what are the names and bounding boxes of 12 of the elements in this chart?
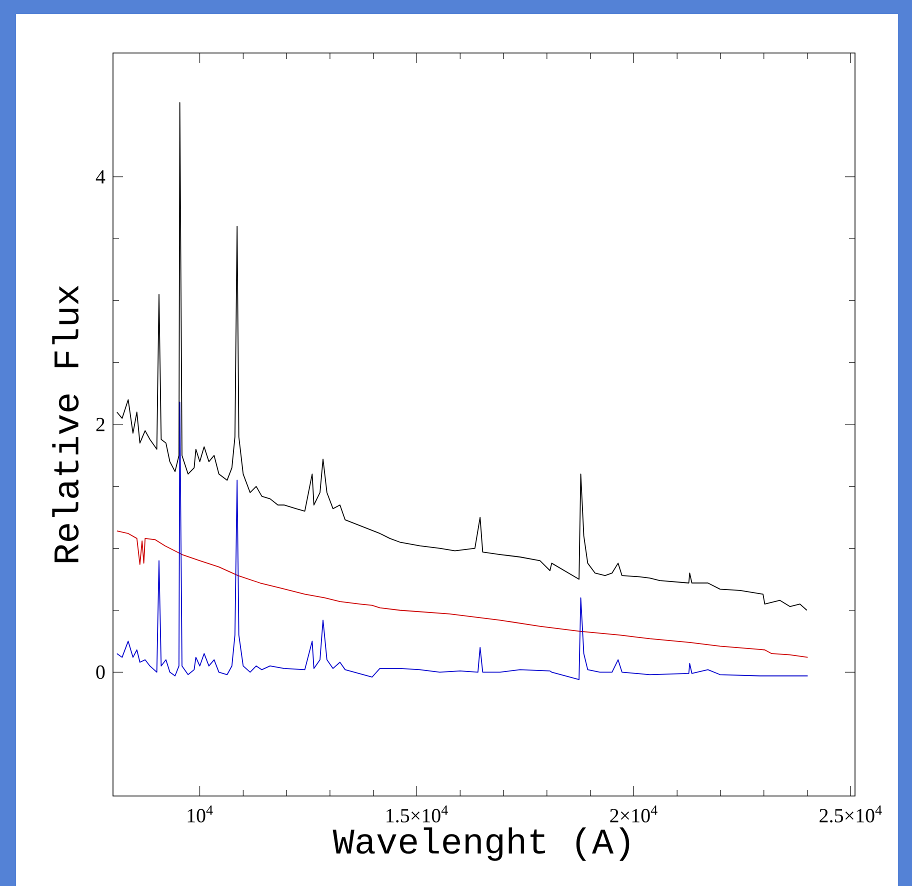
x-tick-label: 10$^{4}$ [188,806,213,822]
y-tick-label: 4 [96,170,106,184]
y-tick-label: 2 [96,418,104,432]
y-axis-title: Relative Flux [52,286,79,562]
line-series [116,402,808,680]
y-tick-label: 0 [96,665,105,679]
x-tick-label: 1.5×10$^{4}$ [386,806,448,823]
line-series [116,530,808,658]
x-tick-label: 2.5×10$^{4}$ [820,806,882,823]
line-series [116,102,808,611]
x-tick-label: 2×10$^{4}$ [610,806,658,822]
x-axis-title: Wavelenght (A) [332,827,630,861]
